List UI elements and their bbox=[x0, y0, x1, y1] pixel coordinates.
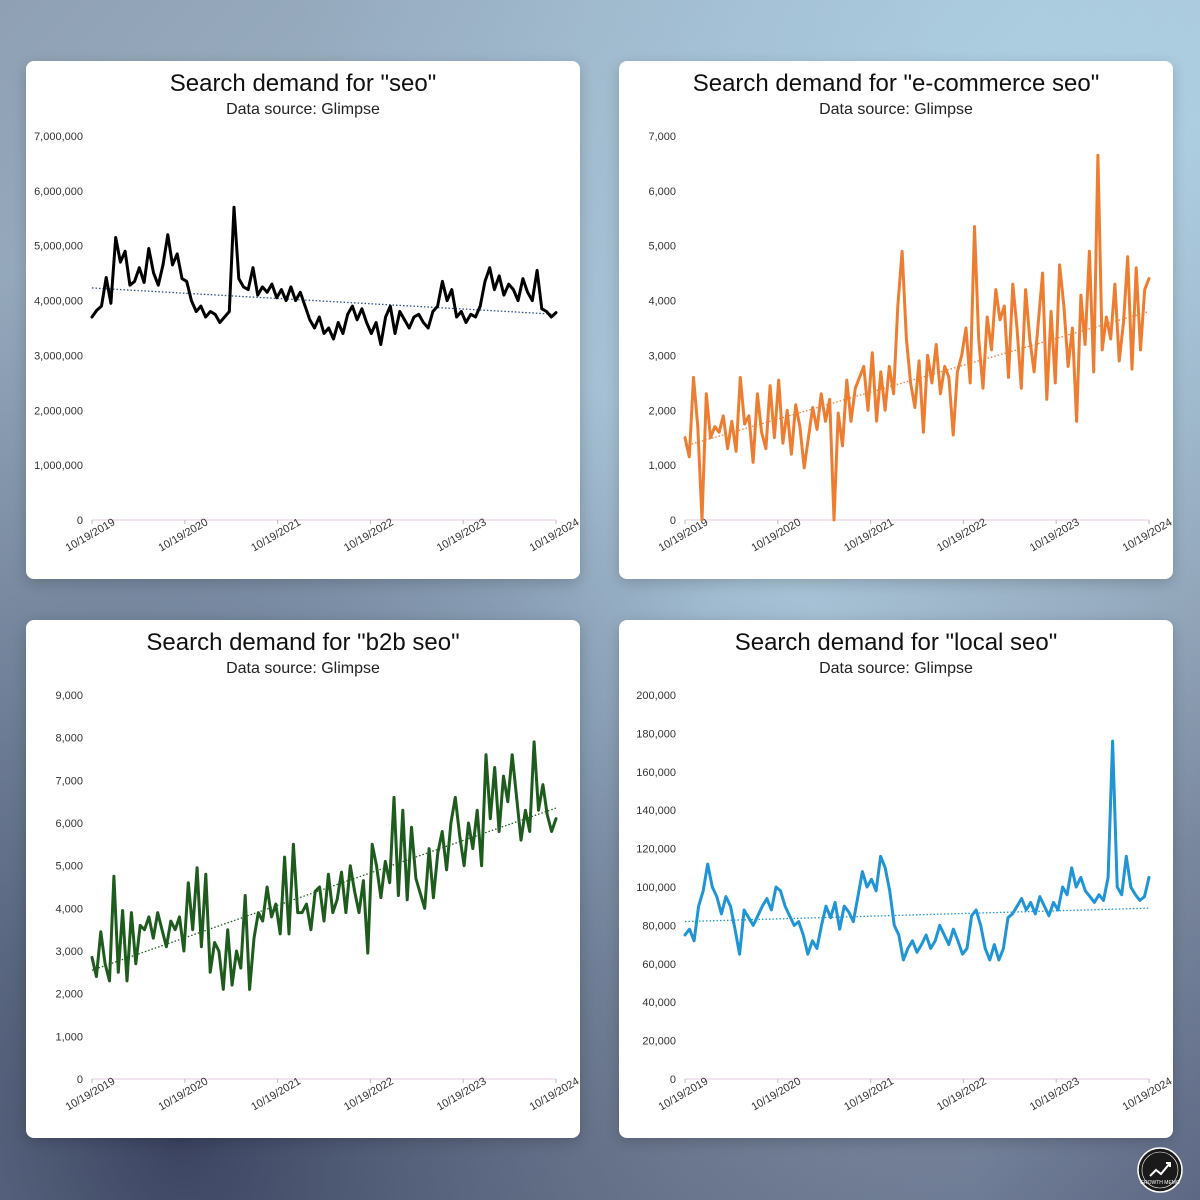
chart-card-ecommerce-seo: Search demand for "e-commerce seo" Data … bbox=[619, 61, 1173, 579]
y-tick-label: 3,000 bbox=[648, 350, 676, 362]
line-chart-b2b-seo: 0 1,000 2,000 3,000 4,000 5,000 6,000 7,000 8,00… bbox=[55, 690, 580, 1113]
chart-card-local-seo: Search demand for "local seo" Data sourc… bbox=[619, 620, 1173, 1138]
chart-subtitle: Data source: Glimpse bbox=[226, 660, 380, 677]
y-tick-label: 7,000,000 bbox=[34, 131, 83, 143]
line-chart-seo: 0 1,000,000 2,000,000 3,000,000 4,000,000 5,0… bbox=[34, 131, 580, 554]
trendline bbox=[91, 807, 557, 971]
x-tick-label: 10/19/2022 bbox=[342, 516, 396, 554]
x-tick-label: 10/19/2019 bbox=[657, 1075, 711, 1113]
y-tick-label: 100,000 bbox=[636, 882, 676, 894]
series-line bbox=[683, 739, 1151, 962]
x-tick-label: 10/19/2024 bbox=[1121, 1075, 1173, 1113]
growth-memo-logo-icon: GROWTH MEMO bbox=[1137, 1147, 1183, 1193]
y-tick-label: 200,000 bbox=[636, 690, 676, 702]
trendline bbox=[684, 907, 1150, 923]
chart-title: Search demand for "local seo" bbox=[734, 629, 1058, 656]
x-tick-label: 10/19/2024 bbox=[528, 1075, 580, 1113]
x-tick-label: 10/19/2020 bbox=[156, 1075, 210, 1113]
x-tick-label: 10/19/2024 bbox=[528, 516, 580, 554]
y-tick-label: 5,000 bbox=[55, 861, 83, 873]
x-tick-label: 10/19/2020 bbox=[749, 516, 803, 554]
x-tick-label: 10/19/2021 bbox=[249, 516, 303, 554]
chart-title: Search demand for "seo" bbox=[169, 70, 437, 97]
y-tick-label: 9,000 bbox=[55, 690, 83, 702]
logo-text: GROWTH MEMO bbox=[1140, 1180, 1180, 1186]
y-tick-label: 2,000 bbox=[648, 405, 676, 417]
trendline bbox=[91, 287, 557, 315]
x-tick-label: 10/19/2024 bbox=[1121, 516, 1173, 554]
y-tick-label: 3,000,000 bbox=[34, 350, 83, 362]
y-tick-label: 7,000 bbox=[648, 131, 676, 143]
y-tick-label: 2,000,000 bbox=[34, 405, 83, 417]
series-line bbox=[90, 740, 558, 991]
y-tick-label: 6,000,000 bbox=[34, 186, 83, 198]
x-tick-label: 10/19/2023 bbox=[1028, 516, 1082, 554]
y-tick-label: 0 bbox=[77, 515, 83, 527]
line-chart-ecommerce-seo: 0 1,000 2,000 3,000 4,000 5,000 6,000 7,000 10/1… bbox=[648, 131, 1173, 554]
y-tick-label: 3,000 bbox=[55, 946, 83, 958]
chart-subtitle: Data source: Glimpse bbox=[819, 101, 973, 118]
y-tick-label: 0 bbox=[77, 1074, 83, 1086]
y-tick-label: 180,000 bbox=[636, 728, 676, 740]
y-tick-label: 1,000,000 bbox=[34, 460, 83, 472]
x-tick-label: 10/19/2020 bbox=[749, 1075, 803, 1113]
x-tick-label: 10/19/2019 bbox=[64, 516, 118, 554]
y-tick-label: 7,000 bbox=[55, 775, 83, 787]
series-line bbox=[90, 205, 558, 346]
y-tick-label: 120,000 bbox=[636, 844, 676, 856]
x-tick-label: 10/19/2023 bbox=[435, 516, 489, 554]
y-tick-label: 4,000 bbox=[648, 296, 676, 308]
y-tick-label: 5,000,000 bbox=[34, 241, 83, 253]
x-tick-label: 10/19/2023 bbox=[435, 1075, 489, 1113]
x-tick-label: 10/19/2019 bbox=[64, 1075, 118, 1113]
y-tick-label: 20,000 bbox=[642, 1036, 676, 1048]
y-tick-label: 5,000 bbox=[648, 241, 676, 253]
y-tick-label: 80,000 bbox=[642, 920, 676, 932]
x-tick-label: 10/19/2019 bbox=[657, 516, 711, 554]
series-line bbox=[683, 153, 1151, 522]
x-tick-label: 10/19/2022 bbox=[935, 516, 989, 554]
chart-title: Search demand for "e-commerce seo" bbox=[692, 70, 1100, 97]
y-tick-label: 160,000 bbox=[636, 767, 676, 779]
y-tick-label: 2,000 bbox=[55, 989, 83, 1001]
chart-subtitle: Data source: Glimpse bbox=[226, 101, 380, 118]
x-tick-label: 10/19/2021 bbox=[842, 516, 896, 554]
y-tick-label: 0 bbox=[670, 1074, 676, 1086]
y-tick-label: 4,000 bbox=[55, 903, 83, 915]
x-tick-label: 10/19/2022 bbox=[935, 1075, 989, 1113]
y-tick-label: 0 bbox=[670, 515, 676, 527]
chart-card-b2b-seo: Search demand for "b2b seo" Data source:… bbox=[26, 620, 580, 1138]
chart-card-seo: Search demand for "seo" Data source: Gli… bbox=[26, 61, 580, 579]
y-tick-label: 6,000 bbox=[55, 818, 83, 830]
y-tick-label: 140,000 bbox=[636, 805, 676, 817]
chart-subtitle: Data source: Glimpse bbox=[819, 660, 973, 677]
y-tick-label: 8,000 bbox=[55, 733, 83, 745]
x-tick-label: 10/19/2021 bbox=[842, 1075, 896, 1113]
chart-title: Search demand for "b2b seo" bbox=[146, 629, 460, 656]
y-tick-label: 40,000 bbox=[642, 997, 676, 1009]
x-tick-label: 10/19/2021 bbox=[249, 1075, 303, 1113]
x-tick-label: 10/19/2020 bbox=[156, 516, 210, 554]
y-tick-label: 60,000 bbox=[642, 959, 676, 971]
x-tick-label: 10/19/2022 bbox=[342, 1075, 396, 1113]
y-tick-label: 6,000 bbox=[648, 186, 676, 198]
y-tick-label: 1,000 bbox=[648, 460, 676, 472]
y-tick-label: 4,000,000 bbox=[34, 296, 83, 308]
y-tick-label: 1,000 bbox=[55, 1031, 83, 1043]
line-chart-local-seo: 0 20,000 40,000 60,000 80,000 100,000 120,000 1… bbox=[636, 690, 1173, 1113]
x-tick-label: 10/19/2023 bbox=[1028, 1075, 1082, 1113]
